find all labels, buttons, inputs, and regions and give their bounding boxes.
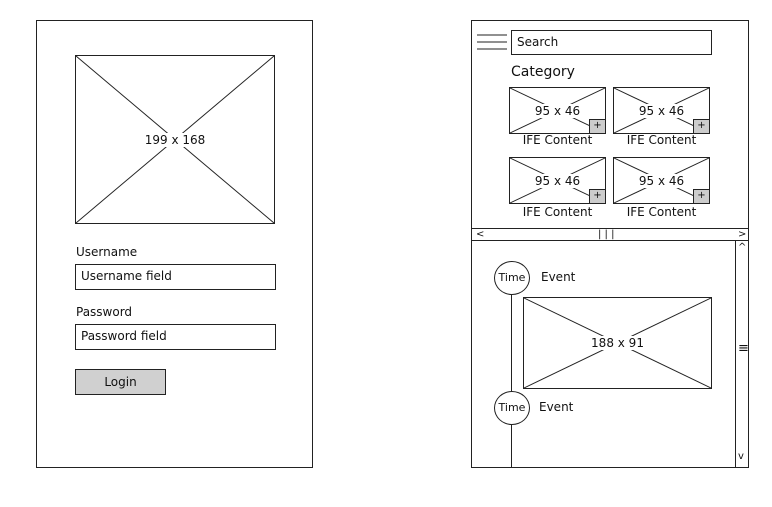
password-field[interactable]: Password field [75, 324, 276, 350]
horizontal-scrollbar[interactable]: < | | | > [472, 228, 748, 241]
tile-caption: IFE Content [626, 133, 697, 147]
event-label: Event [541, 270, 576, 284]
scroll-grip-icon[interactable]: | | | [598, 229, 615, 240]
tile-caption: IFE Content [626, 205, 697, 219]
add-button[interactable]: + [589, 119, 606, 134]
add-button[interactable]: + [589, 189, 606, 204]
time-marker: Time [494, 261, 530, 295]
scroll-grip-icon[interactable]: ≡ [738, 341, 749, 356]
scroll-right-icon[interactable]: > [738, 229, 747, 240]
username-field[interactable]: Username field [75, 264, 276, 290]
category-title: Category [511, 64, 575, 80]
timeline-line [511, 261, 512, 467]
hamburger-menu-icon[interactable] [476, 33, 508, 51]
time-marker: Time [494, 391, 530, 425]
scroll-up-icon[interactable]: ^ [738, 242, 747, 253]
login-screen: 199 x 168 Username Username field Passwo… [36, 20, 313, 468]
content-tile-image[interactable]: 95 x 46 + [509, 87, 606, 134]
add-button[interactable]: + [693, 189, 710, 204]
search-input[interactable]: Search [511, 30, 712, 55]
vertical-scrollbar[interactable]: ^ ≡ v [735, 241, 749, 467]
password-label: Password [76, 305, 133, 319]
tile-size-label: 95 x 46 [533, 173, 582, 188]
tile-size-label: 95 x 46 [637, 173, 686, 188]
image-size-label: 188 x 91 [590, 336, 645, 350]
content-tile-image[interactable]: 95 x 46 + [509, 157, 606, 204]
tile-size-label: 95 x 46 [637, 103, 686, 118]
login-button[interactable]: Login [75, 369, 166, 395]
scroll-down-icon[interactable]: v [738, 451, 744, 462]
scroll-left-icon[interactable]: < [476, 229, 485, 240]
username-label: Username [76, 245, 138, 259]
logo-image-placeholder: 199 x 168 [75, 55, 275, 224]
tile-caption: IFE Content [522, 205, 593, 219]
image-size-label: 199 x 168 [143, 132, 207, 147]
content-screen: Search Category 95 x 46 + IFE Content 95… [471, 20, 749, 468]
add-button[interactable]: + [693, 119, 710, 134]
content-tile-image[interactable]: 95 x 46 + [613, 87, 710, 134]
tile-caption: IFE Content [522, 133, 593, 147]
tile-size-label: 95 x 46 [533, 103, 582, 118]
event-image-placeholder: 188 x 91 [523, 297, 712, 389]
content-tile-image[interactable]: 95 x 46 + [613, 157, 710, 204]
event-label: Event [539, 400, 574, 414]
